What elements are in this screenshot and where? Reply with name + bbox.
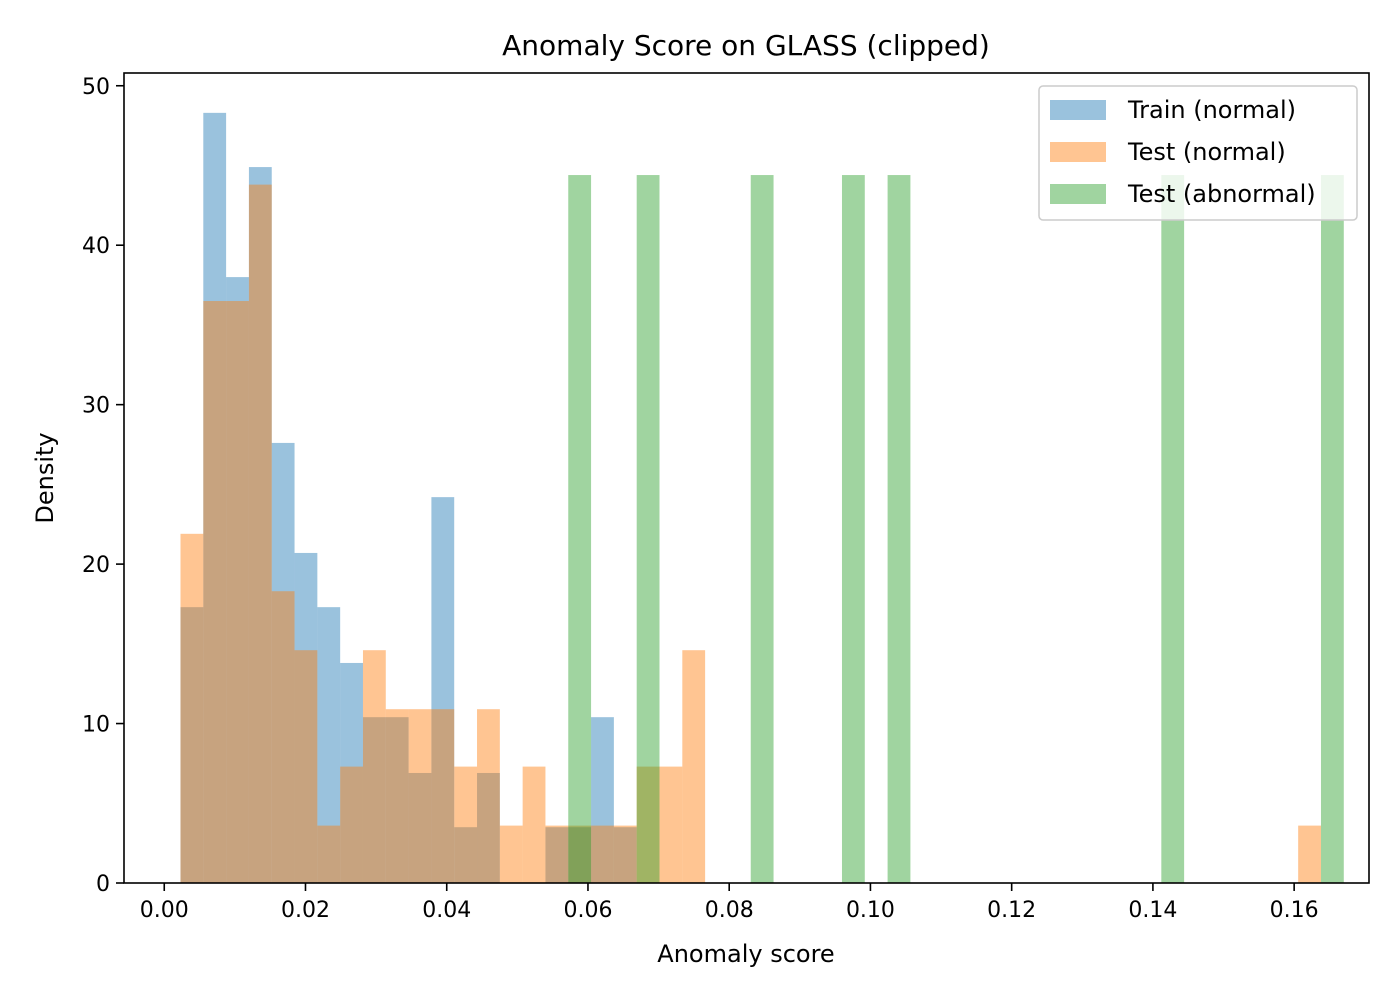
histogram-bar-series-1-bin-14 <box>499 825 523 883</box>
histogram-bar-series-1-bin-8 <box>362 650 386 883</box>
histogram-bar-series-1-bin-21 <box>659 766 683 883</box>
legend-swatch <box>1050 100 1106 120</box>
x-tick-label: 0.08 <box>705 898 754 923</box>
histogram-bar-series-2-bin-50 <box>1320 175 1344 883</box>
histogram-bar-series-0-bin-13 <box>477 772 500 883</box>
histogram-bar-series-1-bin-6 <box>317 825 341 883</box>
y-tick-label: 50 <box>82 75 110 100</box>
histogram-bar-series-1-bin-19 <box>613 825 637 883</box>
x-tick-label: 0.02 <box>281 898 330 923</box>
histogram-bar-series-1-bin-0 <box>180 533 204 883</box>
legend-swatch <box>1050 142 1106 162</box>
x-axis-label: Anomaly score <box>657 940 834 968</box>
histogram-bar-series-0-bin-18 <box>591 717 614 883</box>
histogram-bar-series-1-bin-15 <box>522 766 546 883</box>
histogram-bar-series-0-bin-10 <box>408 772 432 883</box>
plot-frame <box>123 72 1370 884</box>
histogram-bar-series-1-bin-20 <box>636 766 660 883</box>
histogram-bar-series-1-bin-3 <box>248 184 272 884</box>
histogram-bar-series-1-bin-7 <box>340 766 363 883</box>
chart-title: Anomaly Score on GLASS (clipped) <box>502 29 990 62</box>
histogram-bar-series-1-bin-2 <box>226 301 249 883</box>
histogram-bar-series-0-bin-0 <box>180 607 204 883</box>
histogram-bar-series-0-bin-1 <box>203 112 227 884</box>
y-tick-label: 40 <box>82 234 110 259</box>
x-tick-label: 0.06 <box>563 898 612 923</box>
histogram-bar-series-1-bin-10 <box>408 709 432 883</box>
y-axis-label: Density <box>31 432 59 523</box>
histogram-bar-series-0-bin-11 <box>431 497 455 883</box>
histogram-bar-series-2-bin-25 <box>750 175 774 883</box>
x-tick-label: 0.14 <box>1128 898 1177 923</box>
bars-layer <box>180 112 1344 884</box>
histogram-bar-series-1-bin-5 <box>294 650 318 883</box>
histogram-bar-series-1-bin-1 <box>203 301 227 883</box>
histogram-bar-series-2-bin-29 <box>841 175 865 883</box>
legend-label: Test (abnormal) <box>1127 180 1316 208</box>
legend-label: Test (normal) <box>1127 138 1286 166</box>
legend-box <box>1038 85 1358 221</box>
y-tick-label: 20 <box>82 553 110 578</box>
y-tick-label: 0 <box>96 872 110 897</box>
histogram-bar-series-1-bin-13 <box>477 709 500 883</box>
x-axis: 0.00 0.02 0.04 0.06 0.08 0.10 0.12 0.14 0.16 <box>140 883 1319 923</box>
y-axis: 0 10 20 30 40 50 <box>82 75 124 897</box>
histogram-bar-series-2-bin-43 <box>1161 175 1185 883</box>
legend-label: Train (normal) <box>1127 96 1296 124</box>
histogram-bar-series-1-bin-18 <box>591 825 614 883</box>
histogram-bar-series-0-bin-9 <box>385 717 409 883</box>
histogram-bar-series-0-bin-8 <box>362 717 386 883</box>
histogram-bar-series-2-bin-20 <box>636 175 660 883</box>
histogram-bar-series-0-bin-2 <box>226 277 249 883</box>
histogram-bar-series-1-bin-9 <box>385 709 409 883</box>
histogram-bar-series-1-bin-16 <box>545 825 569 883</box>
histogram-bar-series-0-bin-3 <box>248 167 272 883</box>
histogram-bar-series-0-bin-4 <box>271 442 295 883</box>
x-tick-label: 0.12 <box>987 898 1036 923</box>
x-tick-label: 0.10 <box>846 898 895 923</box>
histogram-bar-series-1-bin-4 <box>271 591 295 883</box>
histogram-bar-series-1-bin-12 <box>454 766 478 883</box>
y-tick-label: 30 <box>82 394 110 419</box>
histogram-bar-series-1-bin-49 <box>1298 825 1321 883</box>
histogram-bar-series-0-bin-19 <box>613 827 637 883</box>
x-tick-label: 0.16 <box>1270 898 1319 923</box>
y-tick-label: 10 <box>82 713 110 738</box>
histogram-bar-series-0-bin-6 <box>317 607 341 883</box>
x-tick-label: 0.00 <box>140 898 189 923</box>
histogram-bar-series-0-bin-5 <box>294 552 318 883</box>
histogram-bar-series-1-bin-11 <box>431 709 455 883</box>
histogram-bar-series-0-bin-17 <box>568 827 592 883</box>
histogram-bar-series-1-bin-22 <box>682 650 706 883</box>
histogram-bar-series-2-bin-17 <box>568 175 592 883</box>
histogram-bar-series-0-bin-12 <box>454 827 478 883</box>
x-tick-label: 0.04 <box>422 898 471 923</box>
histogram-bar-series-0-bin-16 <box>545 827 569 883</box>
histogram-bar-series-1-bin-17 <box>568 825 592 883</box>
histogram-bar-series-0-bin-7 <box>340 662 363 883</box>
histogram-bar-series-2-bin-31 <box>887 175 911 883</box>
legend: Train (normal) Test (normal) Test (abnorma… <box>1038 85 1358 221</box>
legend-swatch <box>1050 184 1106 204</box>
